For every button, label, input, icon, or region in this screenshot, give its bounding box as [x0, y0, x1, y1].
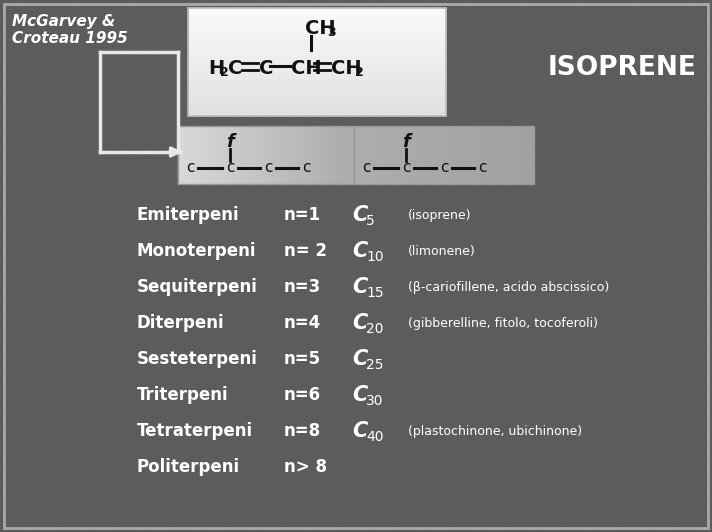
Text: n=3: n=3 — [284, 278, 321, 296]
Text: (limonene): (limonene) — [408, 245, 476, 257]
Text: CH: CH — [291, 59, 322, 78]
Text: n> 8: n> 8 — [284, 458, 327, 476]
Text: c: c — [440, 161, 449, 176]
Text: c: c — [302, 161, 310, 176]
Text: C: C — [228, 59, 242, 78]
Text: 15: 15 — [366, 286, 384, 300]
Text: 3: 3 — [327, 26, 335, 38]
Text: 30: 30 — [366, 394, 384, 408]
Text: n=1: n=1 — [284, 206, 321, 224]
Text: n=5: n=5 — [284, 350, 321, 368]
Text: (plastochinone, ubichinone): (plastochinone, ubichinone) — [408, 425, 582, 437]
Text: C: C — [352, 421, 367, 441]
Bar — [178, 126, 354, 184]
Text: Triterpeni: Triterpeni — [137, 386, 229, 404]
Text: 20: 20 — [366, 322, 384, 336]
Text: c: c — [478, 161, 486, 176]
Text: (gibberelline, fitolo, tocoferoli): (gibberelline, fitolo, tocoferoli) — [408, 317, 598, 329]
Text: H: H — [208, 59, 224, 78]
Text: C: C — [352, 241, 367, 261]
Bar — [354, 126, 534, 184]
Text: c: c — [186, 161, 194, 176]
Text: 40: 40 — [366, 430, 384, 444]
Text: Politerpeni: Politerpeni — [137, 458, 240, 476]
Text: n=8: n=8 — [284, 422, 321, 440]
Text: C: C — [352, 205, 367, 225]
Text: Monoterpeni: Monoterpeni — [137, 242, 256, 260]
Text: CH: CH — [305, 19, 335, 37]
Text: 2: 2 — [355, 65, 364, 79]
Text: CH: CH — [331, 59, 362, 78]
Text: ISOPRENE: ISOPRENE — [548, 55, 697, 81]
Text: Tetraterpeni: Tetraterpeni — [137, 422, 253, 440]
Text: Sequiterpeni: Sequiterpeni — [137, 278, 258, 296]
Text: C: C — [352, 277, 367, 297]
Text: 2: 2 — [220, 65, 229, 79]
Text: Diterpeni: Diterpeni — [137, 314, 224, 332]
Text: (β-cariofillene, acido abscissico): (β-cariofillene, acido abscissico) — [408, 280, 609, 294]
Text: 25: 25 — [366, 358, 384, 372]
Text: c: c — [402, 161, 410, 176]
Text: c: c — [263, 161, 272, 176]
Text: McGarvey &
Croteau 1995: McGarvey & Croteau 1995 — [12, 14, 127, 46]
Bar — [188, 8, 446, 116]
Text: c: c — [362, 161, 370, 176]
Text: 5: 5 — [366, 214, 375, 228]
Text: (isoprene): (isoprene) — [408, 209, 471, 221]
Text: C: C — [352, 385, 367, 405]
Text: f: f — [402, 133, 410, 151]
Text: c: c — [226, 161, 234, 176]
Text: C: C — [352, 349, 367, 369]
Text: 10: 10 — [366, 250, 384, 264]
Text: n=6: n=6 — [284, 386, 321, 404]
Text: C: C — [352, 313, 367, 333]
Text: n= 2: n= 2 — [284, 242, 327, 260]
Text: Emiterpeni: Emiterpeni — [137, 206, 240, 224]
Text: f: f — [226, 133, 234, 151]
Text: n=4: n=4 — [284, 314, 321, 332]
Text: Sesteterpeni: Sesteterpeni — [137, 350, 258, 368]
Text: C: C — [259, 59, 273, 78]
FancyArrowPatch shape — [171, 148, 181, 156]
